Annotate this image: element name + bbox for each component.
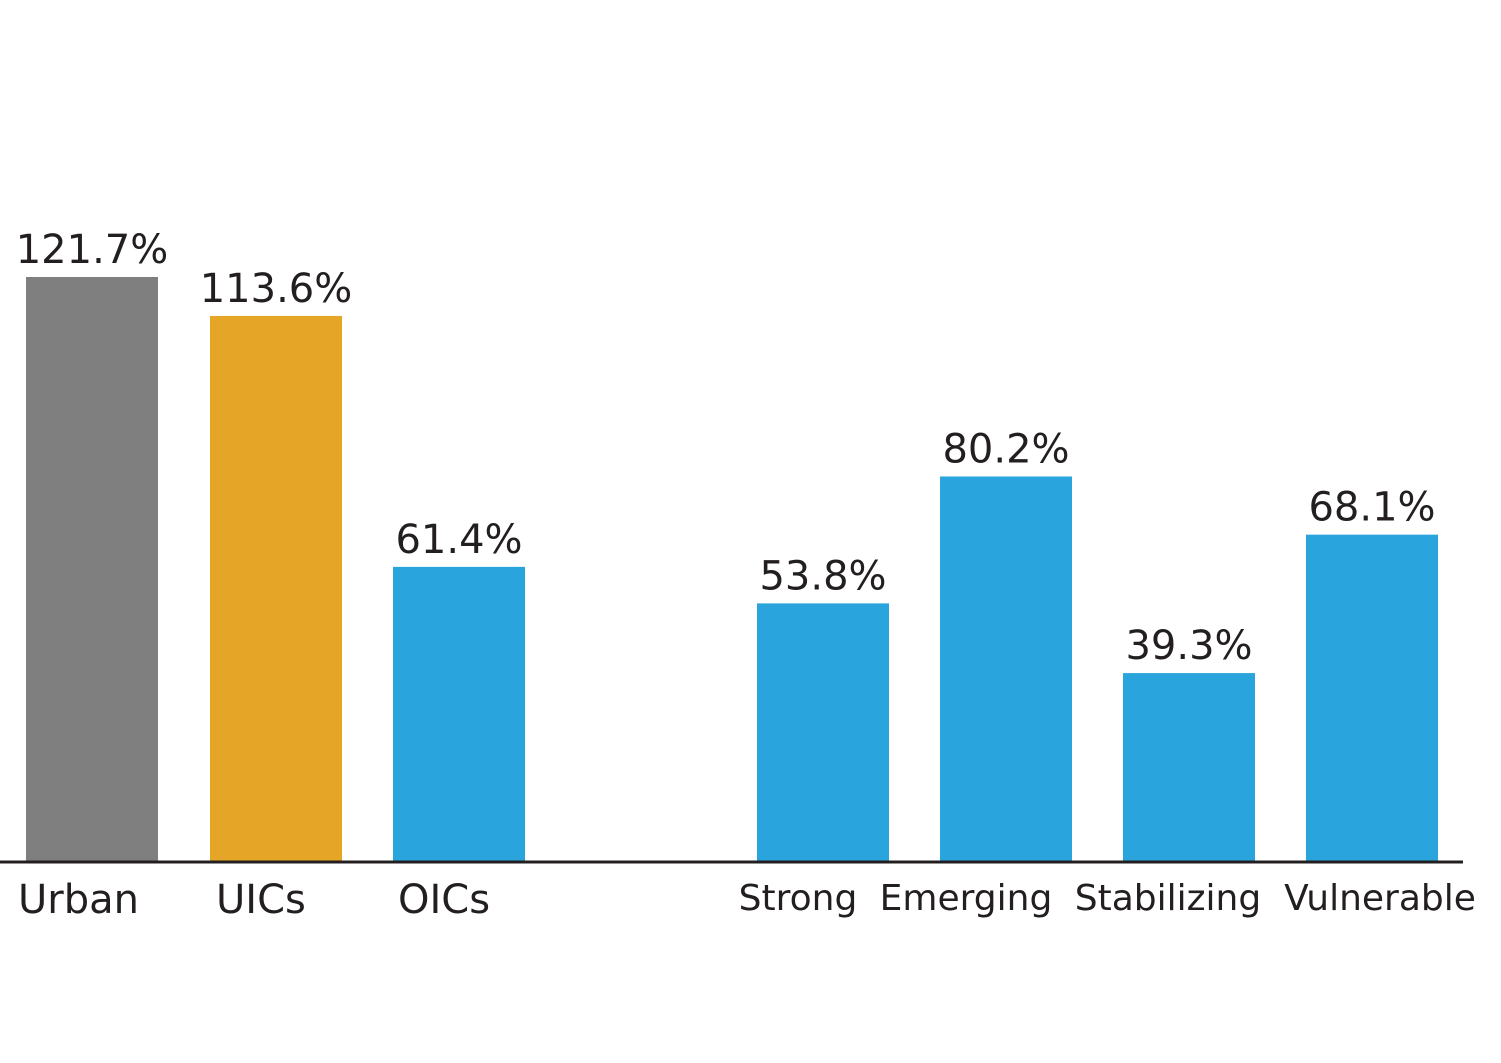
category-label-urban: Urban xyxy=(18,877,139,923)
category-label-stabilizing: Stabilizing xyxy=(1075,878,1261,919)
bars-group xyxy=(26,277,1438,862)
bar-vulnerable xyxy=(1306,534,1438,862)
value-label-uics: 113.6% xyxy=(200,266,353,312)
value-label-emerging: 80.2% xyxy=(942,426,1069,472)
category-label-emerging: Emerging xyxy=(880,878,1053,919)
bar-oics xyxy=(393,566,525,862)
category-labels-group: Urban UICs OICs Strong Emerging Stabilizing Vu… xyxy=(18,877,1476,923)
category-label-uics: UICs xyxy=(216,877,306,923)
bar-stabilizing xyxy=(1123,673,1255,862)
category-label-strong: Strong xyxy=(739,878,858,919)
value-label-oics: 61.4% xyxy=(395,517,522,563)
bar-uics xyxy=(210,315,342,862)
value-labels-group: 121.7% 113.6% 61.4% 53.8% 80.2% 39.3% 68.1% xyxy=(16,227,1436,669)
bar-emerging xyxy=(940,476,1072,862)
value-label-stabilizing: 39.3% xyxy=(1125,623,1252,669)
value-label-vulnerable: 68.1% xyxy=(1308,485,1435,531)
bar-urban xyxy=(26,277,158,862)
category-label-oics: OICs xyxy=(398,877,490,923)
bar-strong xyxy=(757,603,889,862)
category-label-vulnerable: Vulnerable xyxy=(1284,878,1476,919)
value-label-urban: 121.7% xyxy=(16,227,169,273)
value-label-strong: 53.8% xyxy=(759,553,886,599)
